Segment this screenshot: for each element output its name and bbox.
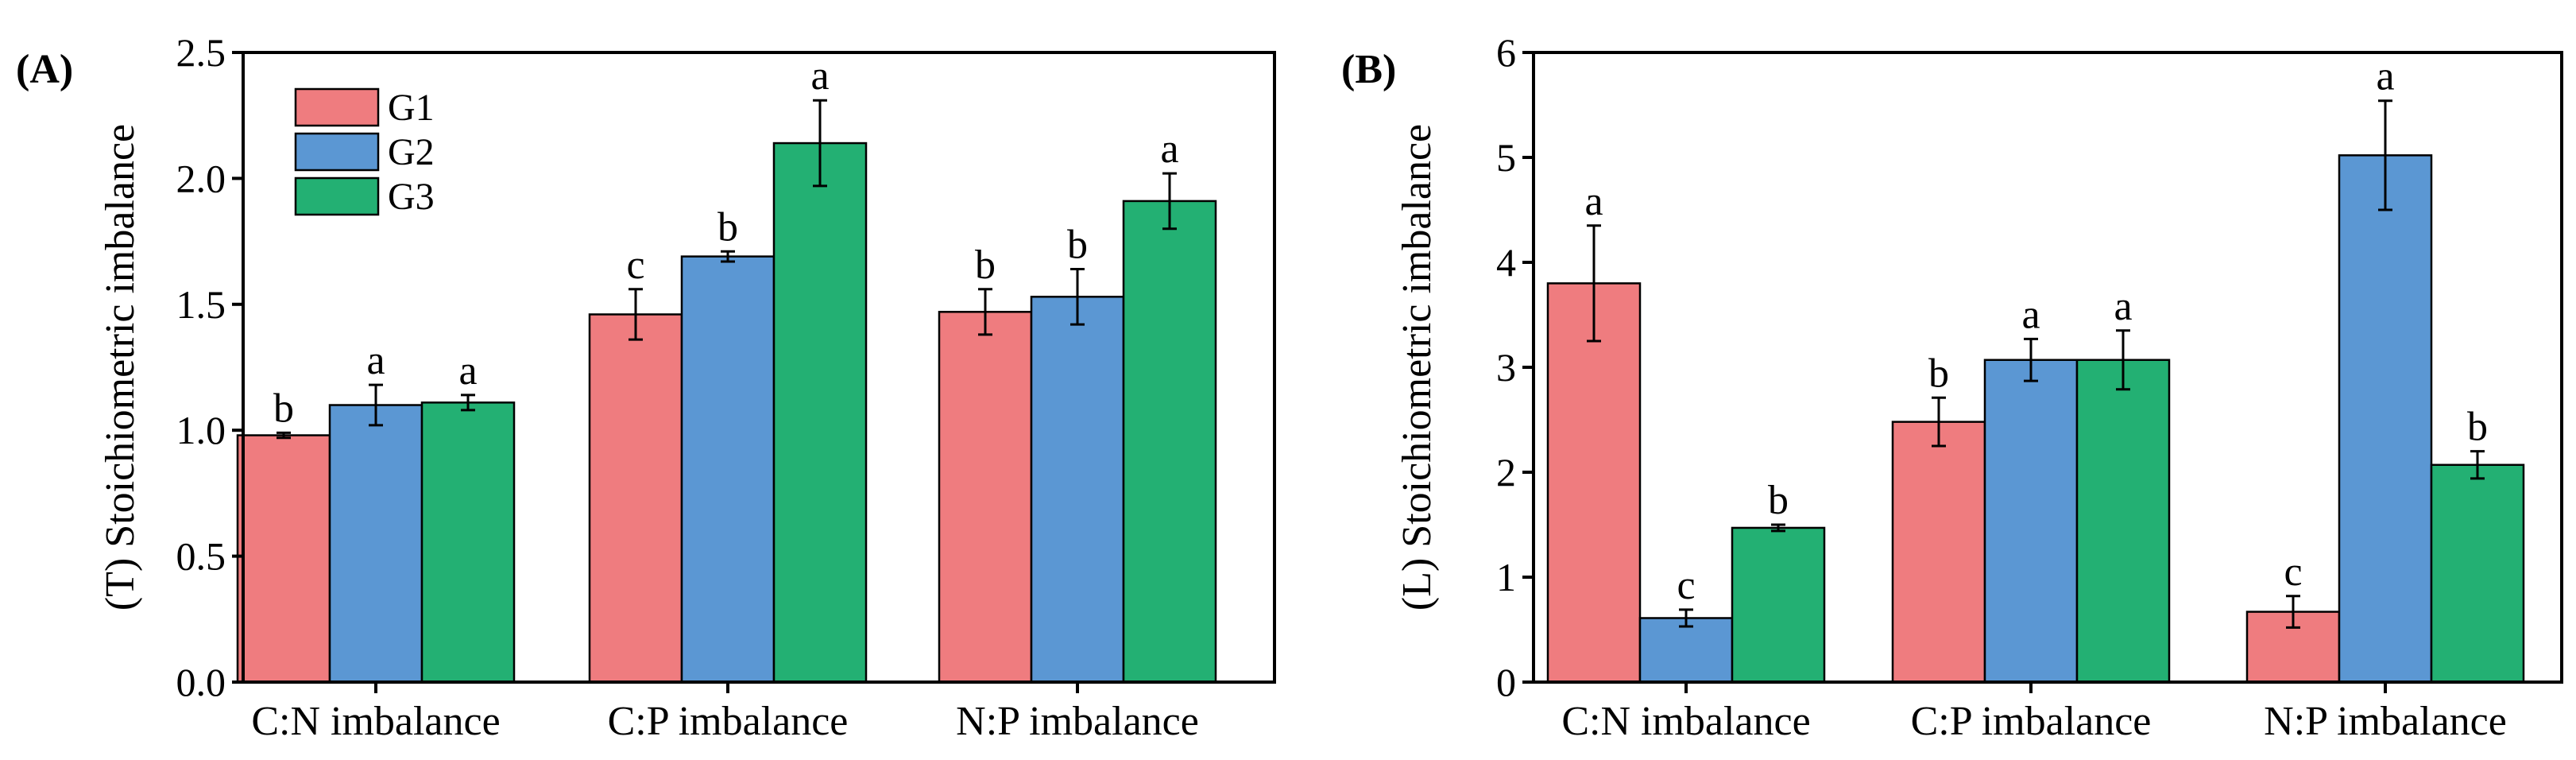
significance-letter: c	[626, 242, 644, 288]
y-tick-label: 1.0	[176, 408, 226, 452]
bar-g3	[2075, 359, 2171, 684]
bar-g3	[2430, 463, 2525, 684]
y-tick-label: 2.0	[176, 156, 226, 200]
x-category-label: N:P imbalance	[2264, 699, 2507, 744]
legend-label: G3	[388, 176, 435, 218]
plot-frame	[242, 51, 1276, 684]
bar-g2	[1030, 296, 1125, 684]
significance-letter: a	[810, 53, 829, 99]
legend-swatch-g2	[294, 132, 380, 172]
bar-g2	[1983, 359, 2079, 684]
legend-swatch-g3	[294, 176, 380, 216]
y-tick-label: 1	[1496, 555, 1516, 599]
legend-label: G1	[388, 87, 435, 129]
significance-letter: a	[2021, 292, 2040, 337]
significance-letter: a	[1160, 126, 1178, 172]
significance-letter: a	[458, 348, 477, 394]
bar-g2	[2338, 154, 2433, 684]
significance-letter: b	[1067, 222, 1088, 267]
y-tick-label: 6	[1496, 30, 1516, 75]
bar-g2	[328, 404, 424, 684]
y-tick-label: 0	[1496, 660, 1516, 704]
significance-letter: b	[273, 386, 294, 431]
significance-letter: a	[2376, 54, 2394, 99]
significance-letter: a	[1584, 179, 1603, 224]
bar-g1	[1546, 282, 1642, 684]
y-tick-label: 0.5	[176, 534, 226, 579]
y-tick-label: 2	[1496, 450, 1516, 494]
x-category-label: N:P imbalance	[956, 699, 1199, 744]
y-tick-label: 1.5	[176, 282, 226, 327]
legend-swatch-g1	[294, 87, 380, 127]
significance-letter: a	[366, 338, 385, 383]
significance-letter: c	[2284, 549, 2302, 595]
panel-label: (B)	[1341, 47, 1396, 92]
x-category-label: C:N imbalance	[1561, 699, 1810, 744]
bar-g2	[680, 255, 776, 684]
significance-letter: c	[1677, 563, 1695, 608]
x-category-label: C:N imbalance	[251, 699, 500, 744]
significance-letter: b	[1928, 351, 1949, 396]
y-axis-title: (L) Stoichiometric imbalance	[1394, 124, 1440, 611]
significance-letter: b	[2467, 405, 2488, 450]
bar-g1	[236, 434, 331, 684]
panel-a: b c b a b b a a a 0.0 0.5 1.0 1.5 2.0 2.5 C:N imbalance…	[16, 30, 1276, 744]
y-tick-label: 4	[1496, 240, 1516, 285]
bar-g3	[1122, 200, 1217, 684]
significance-letter: b	[1768, 478, 1789, 523]
y-tick-label: 0.0	[176, 660, 226, 704]
y-tick-label: 2.5	[176, 30, 226, 75]
bar-g1	[588, 313, 683, 684]
y-axis-title: (T) Stoichiometric imbalance	[98, 124, 143, 611]
bar-g1	[1891, 421, 1986, 684]
bar-g3	[772, 142, 868, 684]
bar-g2	[1638, 617, 1734, 684]
bar-g1	[938, 311, 1033, 684]
y-tick-label: 5	[1496, 135, 1516, 180]
bar-g3	[420, 401, 516, 684]
bar-g3	[1731, 526, 1826, 684]
panel-label: (A)	[16, 47, 73, 92]
x-category-label: C:P imbalance	[608, 699, 849, 744]
y-tick-label: 3	[1496, 345, 1516, 390]
significance-letter: b	[717, 204, 738, 250]
x-category-label: C:P imbalance	[1911, 699, 2152, 744]
panel-b: a b c c a a b a b 0 1 2 3 4 5 6 C:N imbalance C:P imbalan…	[1341, 30, 2563, 744]
legend-label: G2	[388, 131, 435, 173]
significance-letter: a	[2114, 284, 2132, 329]
significance-letter: b	[975, 242, 996, 288]
